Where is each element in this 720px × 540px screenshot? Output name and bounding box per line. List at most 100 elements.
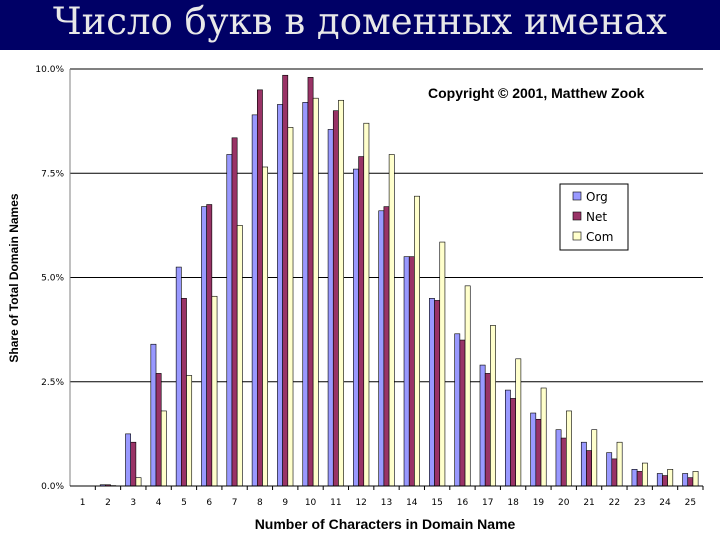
x-tick-label: 3 (130, 498, 136, 508)
bar-net-5 (181, 298, 187, 487)
x-tick-label: 19 (533, 498, 545, 508)
y-tick-label: 5.0% (41, 274, 64, 284)
bar-org-16 (454, 333, 461, 487)
bar-com-23 (641, 462, 648, 487)
bar-com-18 (515, 358, 522, 487)
bar-net-21 (586, 450, 592, 487)
slide-title: Число букв в доменных именах (53, 0, 667, 43)
x-tick-label: 8 (257, 498, 263, 508)
bar-net-22 (611, 458, 618, 487)
bar-net-19 (535, 418, 542, 487)
bar-net-23 (636, 471, 643, 487)
x-tick-label: 18 (507, 498, 519, 508)
bar-com-13 (388, 154, 395, 487)
legend: Org Net Com (559, 183, 629, 251)
y-axis-label: Share of Total Domain Names (7, 193, 21, 362)
x-tick-label: 6 (206, 498, 212, 508)
bar-net-7 (231, 137, 238, 487)
x-tick-label: 13 (381, 498, 392, 508)
bar-org-7 (226, 154, 233, 487)
bar-org-8 (251, 114, 258, 487)
bar-org-11 (327, 129, 334, 487)
bar-org-15 (429, 298, 435, 487)
y-tick-label: 10.0% (35, 65, 64, 75)
bar-org-24 (656, 473, 663, 487)
legend-label-com: Com (586, 230, 613, 244)
x-tick-label: 7 (232, 498, 238, 508)
bar-net-3 (130, 441, 137, 487)
legend-swatch-org (572, 191, 582, 201)
bar-net-11 (332, 110, 339, 487)
bar-com-21 (591, 429, 598, 487)
copyright-annotation: Copyright © 2001, Matthew Zook (428, 85, 645, 101)
legend-swatch-net (572, 211, 582, 221)
bar-org-23 (631, 469, 638, 487)
slide-header-bar (0, 0, 720, 50)
bar-com-20 (566, 410, 572, 487)
bar-net-9 (282, 74, 289, 487)
bar-com-16 (464, 285, 471, 487)
x-tick-label: 10 (305, 498, 317, 508)
bar-net-20 (560, 437, 567, 487)
x-tick-label: 22 (609, 498, 620, 508)
bar-org-20 (555, 429, 562, 487)
bar-net-25 (687, 477, 694, 487)
bar-org-6 (201, 206, 207, 487)
bar-com-5 (186, 375, 193, 487)
bar-net-17 (484, 373, 491, 487)
bar-com-17 (490, 325, 496, 487)
bar-com-19 (540, 387, 547, 487)
x-tick-label: 5 (181, 498, 187, 508)
bar-com-11 (338, 99, 344, 487)
bar-org-25 (682, 473, 689, 487)
bar-net-13 (383, 206, 390, 487)
x-tick-label: 15 (431, 498, 442, 508)
bar-net-15 (434, 300, 441, 487)
bar-org-19 (530, 412, 537, 487)
bar-com-22 (616, 441, 623, 487)
bar-com-4 (160, 410, 167, 487)
bar-com-7 (236, 225, 243, 487)
bar-org-12 (353, 168, 359, 487)
bar-net-12 (358, 156, 365, 487)
bar-org-4 (150, 343, 157, 487)
x-tick-label: 24 (659, 498, 671, 508)
x-tick-label: 14 (406, 498, 418, 508)
bar-net-4 (155, 373, 162, 487)
x-tick-label: 17 (482, 498, 493, 508)
bar-net-10 (307, 77, 314, 487)
x-tick-label: 11 (330, 498, 341, 508)
legend-label-org: Org (586, 190, 608, 204)
bar-net-6 (206, 204, 213, 487)
bar-org-3 (125, 433, 131, 487)
bar-com-10 (312, 97, 319, 487)
bar-com-8 (262, 166, 268, 487)
y-tick-label: 2.5% (41, 378, 64, 388)
x-tick-label: 4 (156, 498, 162, 508)
bar-org-10 (302, 102, 309, 487)
bar-com-14 (414, 195, 420, 487)
bar-org-17 (479, 364, 486, 487)
bar-com-6 (211, 295, 218, 487)
bar-org-9 (277, 104, 283, 487)
bar-com-3 (135, 477, 142, 487)
y-tick-label: 7.5% (41, 169, 64, 179)
legend-swatch-com (572, 231, 582, 241)
bar-net-8 (256, 89, 263, 487)
bar-com-12 (363, 122, 370, 487)
bar-net-24 (662, 475, 668, 487)
bar-com-15 (439, 241, 446, 487)
x-tick-label: 2 (105, 498, 111, 508)
bar-net-16 (459, 339, 466, 487)
y-tick-label: 0.0% (41, 482, 64, 492)
x-tick-label: 23 (634, 498, 645, 508)
bar-org-13 (378, 210, 385, 487)
x-tick-label: 21 (583, 498, 594, 508)
bar-com-9 (287, 127, 294, 487)
legend-label-net: Net (586, 210, 607, 224)
x-tick-label: 12 (355, 498, 366, 508)
bar-com-24 (667, 469, 674, 487)
x-tick-label: 9 (282, 498, 288, 508)
x-tick-label: 1 (80, 498, 86, 508)
bar-org-18 (504, 389, 511, 487)
